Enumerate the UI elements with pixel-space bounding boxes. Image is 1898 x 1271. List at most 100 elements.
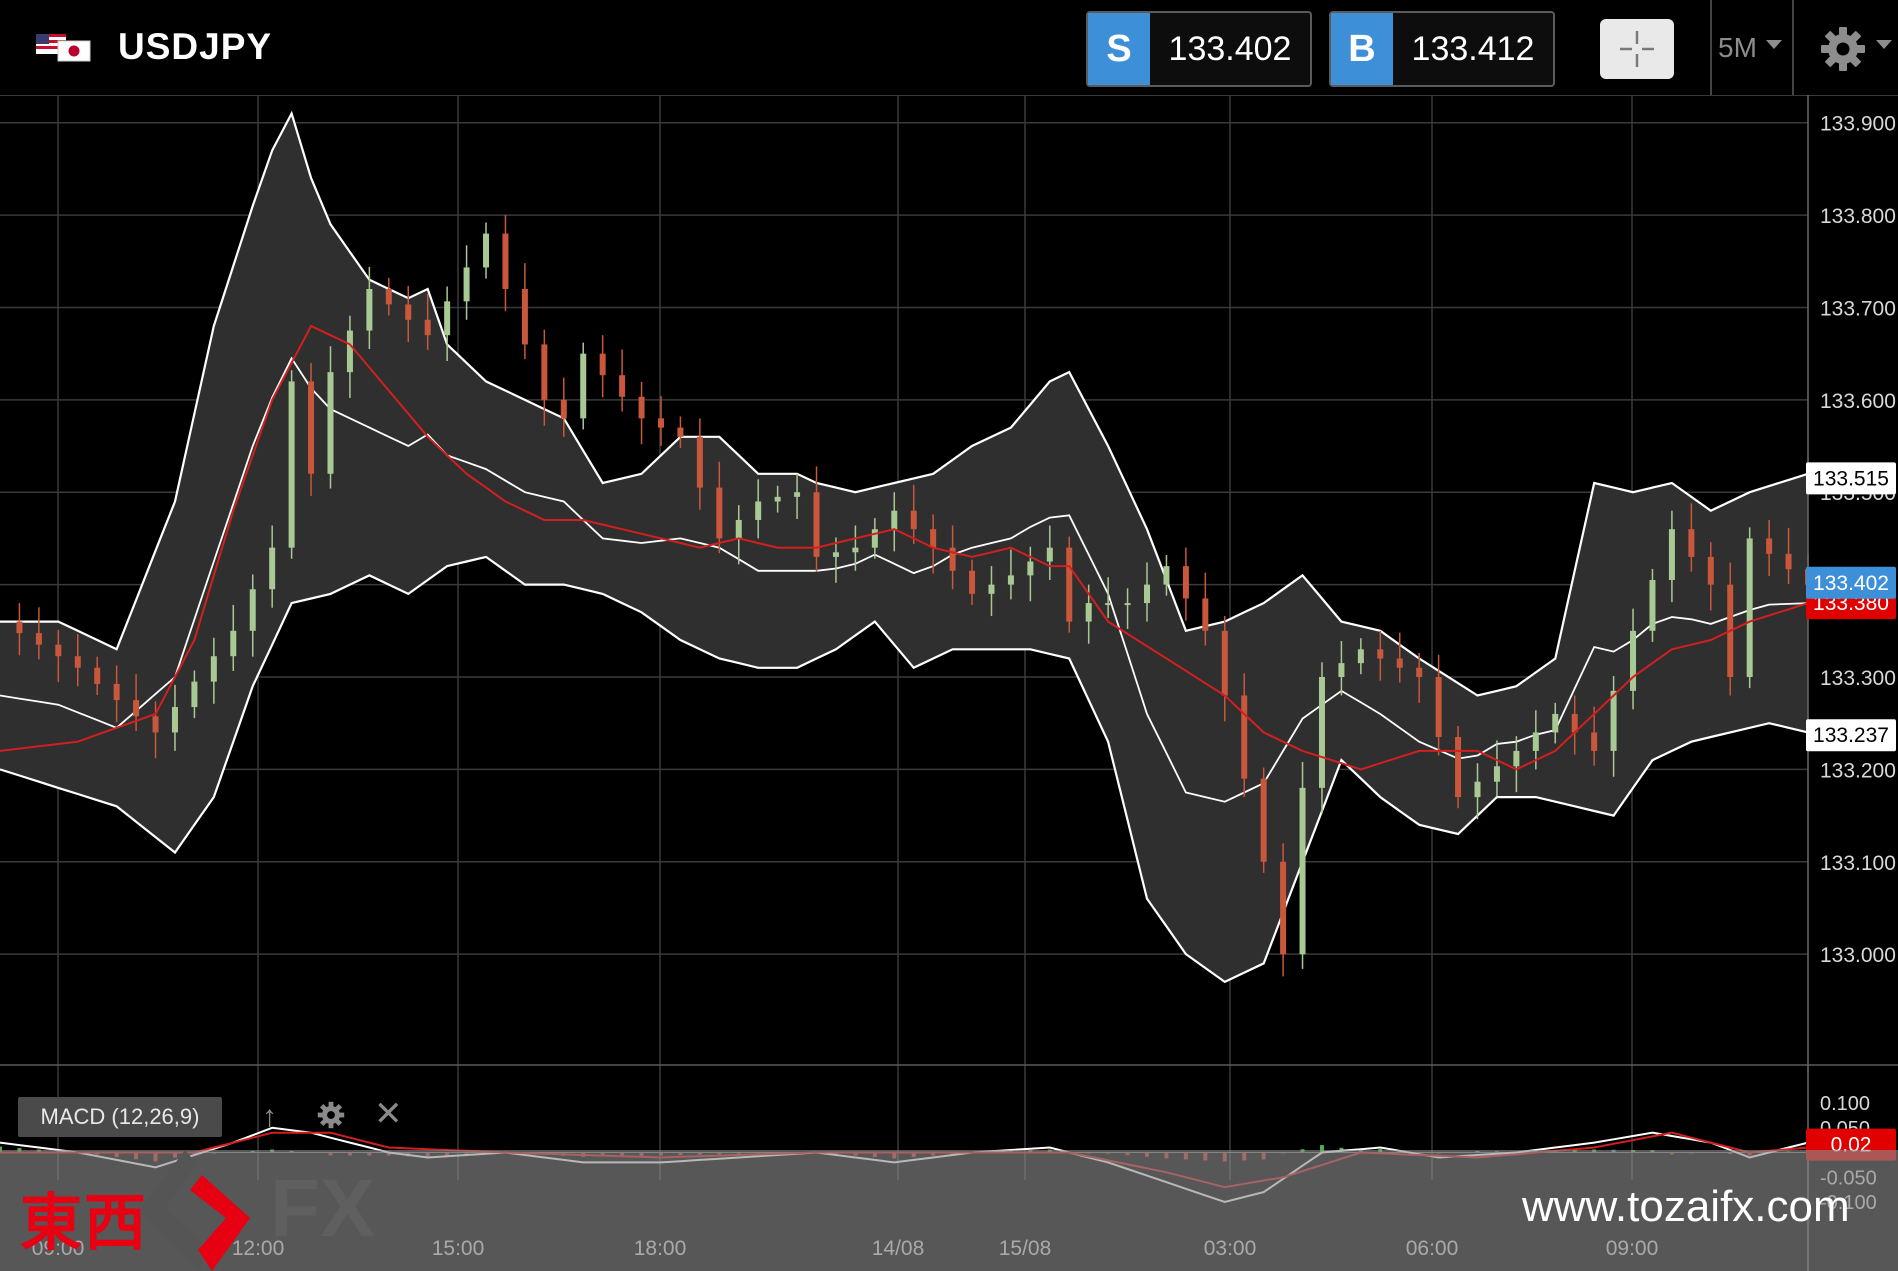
chevron-down-icon[interactable] [1876, 40, 1892, 49]
candle-body [113, 683, 120, 701]
logo-icon [140, 1150, 250, 1271]
candle-body [1688, 529, 1695, 557]
candle-body [1163, 566, 1170, 585]
macd-label[interactable]: MACD (12,26,9) [18, 1097, 222, 1137]
price-chart[interactable]: 133.900133.800133.700133.600133.500133.4… [0, 95, 1898, 1271]
candle-body [1649, 580, 1656, 631]
upper-band-tag: 133.515 [1813, 467, 1889, 490]
close-icon[interactable]: ✕ [374, 1095, 403, 1133]
candle-body [1707, 556, 1714, 585]
timeframe-selector[interactable]: 5M [1718, 32, 1757, 63]
bollinger-bands [0, 110, 1809, 984]
candle-body [1357, 649, 1364, 664]
price-axis: 133.900133.800133.700133.600133.500133.4… [1807, 95, 1896, 1271]
candle-body [1027, 561, 1034, 576]
lower-band-tag-bg [1806, 719, 1896, 752]
candle-body [521, 289, 528, 345]
chevron-down-icon[interactable] [1766, 40, 1782, 49]
candle-body [1299, 787, 1306, 955]
moving-average [0, 324, 1809, 771]
candle-body [463, 267, 470, 302]
candle-body [385, 289, 392, 305]
candles [16, 215, 1811, 977]
separator [1710, 0, 1712, 95]
candle-body [774, 496, 781, 502]
macd-histogram-bar [1319, 1145, 1324, 1153]
candle-body [716, 487, 723, 539]
candle-body [1493, 766, 1500, 782]
candle-body [171, 707, 178, 733]
sell-tag: S [1088, 13, 1150, 85]
price-axis-label: 133.900 [1820, 113, 1896, 136]
candle-body [1318, 677, 1325, 788]
candle-body [1610, 690, 1617, 751]
us-jp-flag-icon [36, 34, 91, 62]
candle-body [288, 381, 295, 548]
gear-icon[interactable] [316, 1100, 346, 1130]
candle-body [230, 630, 237, 657]
arrow-up-icon[interactable]: ↑ [262, 1100, 277, 1133]
candle-body [55, 644, 62, 657]
candle-body [1182, 566, 1189, 599]
candle-body [891, 510, 898, 530]
candle-body [930, 529, 937, 548]
candle-body [1124, 603, 1131, 606]
candle-body [794, 492, 801, 497]
candle-body [755, 501, 762, 520]
candle-body [269, 547, 276, 590]
candle-body [910, 510, 917, 530]
upper-band-line [0, 110, 1809, 697]
top-bar: USDJPY S 133.402 B 133.412 5M [0, 0, 1898, 96]
bollinger-band-fill [0, 113, 1808, 982]
candle-body [346, 330, 353, 373]
candle-body [308, 381, 315, 474]
middle-band-line [0, 356, 1809, 803]
lower-band-tag: 133.237 [1813, 724, 1889, 747]
buy-tag: B [1331, 13, 1393, 85]
last-price-tag: 133.402 [1813, 572, 1889, 595]
candle-body [1455, 737, 1462, 798]
candle-body [1591, 732, 1598, 751]
candle-body [638, 396, 645, 419]
candle-body [1552, 713, 1559, 733]
candle-body [696, 436, 703, 488]
candle-body [74, 656, 81, 668]
candle-body [735, 519, 742, 539]
candle-body [1746, 538, 1753, 677]
candle-body [210, 656, 217, 682]
candle-body [1241, 695, 1248, 779]
buy-button[interactable]: B 133.412 [1329, 11, 1555, 87]
candle-body [813, 492, 820, 557]
candle-body [35, 633, 42, 645]
gear-icon[interactable] [1818, 24, 1868, 74]
candle-body [1766, 538, 1773, 554]
logo-kanji: 東西 [20, 1186, 149, 1259]
candle-body [191, 681, 198, 708]
candle-body [1007, 575, 1014, 585]
candle-body [871, 529, 878, 548]
symbol-title[interactable]: USDJPY [118, 26, 273, 67]
macd-axis-label: 0.100 [1820, 1093, 1870, 1115]
crosshair-button[interactable] [1600, 19, 1674, 79]
sell-button[interactable]: S 133.402 [1086, 11, 1312, 87]
sell-price: 133.402 [1168, 29, 1292, 68]
upper-band-tag-bg [1806, 462, 1896, 495]
candle-body [1630, 630, 1637, 691]
macd-histogram-bar [0, 1146, 2, 1153]
candle-body [832, 552, 839, 557]
candle-body [1085, 603, 1092, 622]
candle-body [1513, 750, 1520, 767]
candle-body [1202, 598, 1209, 631]
candle-body [366, 289, 373, 331]
candle-body [1338, 663, 1345, 677]
candle-body [1280, 861, 1287, 955]
candle-body [444, 301, 451, 336]
last-price-tag-bg [1806, 566, 1896, 599]
lower-band-line [0, 555, 1809, 984]
site-url: www.tozaifx.com [1522, 1182, 1850, 1231]
candle-body [1260, 778, 1267, 862]
price-axis-label: 133.800 [1820, 205, 1896, 228]
price-axis-label: 133.200 [1820, 759, 1896, 782]
candle-body [599, 353, 606, 376]
